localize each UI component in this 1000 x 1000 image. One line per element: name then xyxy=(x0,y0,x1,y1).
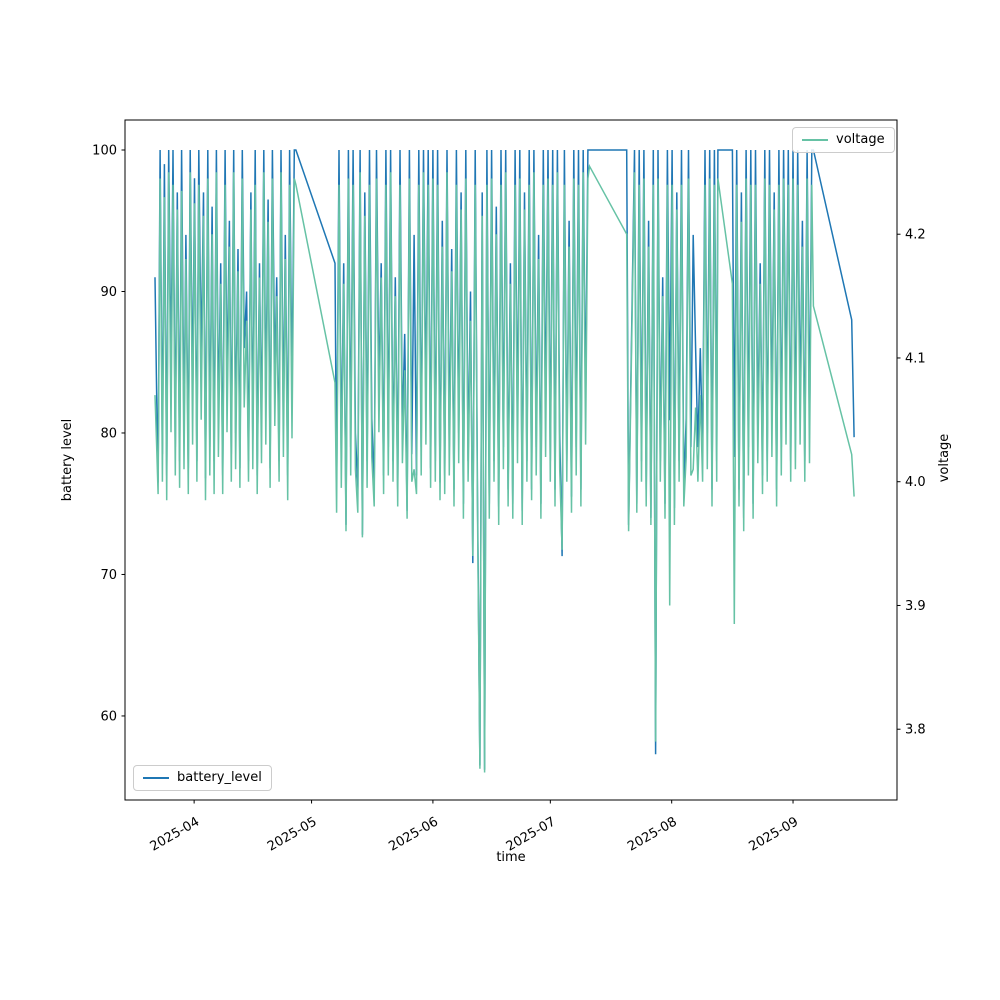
y-right-axis-label: voltage xyxy=(937,434,952,483)
legend-voltage[interactable]: voltage xyxy=(792,127,895,153)
legend-battery-level[interactable]: battery_level xyxy=(133,765,272,791)
x-tick-label: 2025-07 xyxy=(504,814,559,854)
y-right-tick-label: 4.1 xyxy=(905,351,926,366)
y-right-tick-label: 4.0 xyxy=(905,475,926,490)
x-tick-label: 2025-04 xyxy=(148,814,203,854)
voltage-line xyxy=(154,163,855,773)
x-axis-label: time xyxy=(496,850,525,865)
battery-legend-label: battery_level xyxy=(177,770,262,785)
y-left-axis-label: battery level xyxy=(60,419,75,502)
y-left-tick-label: 80 xyxy=(100,426,117,441)
y-left-tick-label: 90 xyxy=(100,285,117,300)
y-left-tick-label: 70 xyxy=(100,568,117,583)
x-tick-label: 2025-09 xyxy=(746,814,801,854)
y-left-tick-label: 100 xyxy=(92,143,117,158)
y-right-tick-label: 4.2 xyxy=(905,228,926,243)
voltage-legend-line xyxy=(802,139,828,141)
x-tick-label: 2025-06 xyxy=(386,814,441,854)
axes-frame xyxy=(124,119,898,801)
voltage-legend-label: voltage xyxy=(836,132,885,147)
y-right-tick-label: 3.9 xyxy=(905,599,926,614)
x-tick-label: 2025-05 xyxy=(265,814,320,854)
y-left-tick-label: 60 xyxy=(100,709,117,724)
x-tick-label: 2025-08 xyxy=(625,814,680,854)
battery-legend-line xyxy=(143,777,169,779)
y-right-tick-label: 3.8 xyxy=(905,723,926,738)
